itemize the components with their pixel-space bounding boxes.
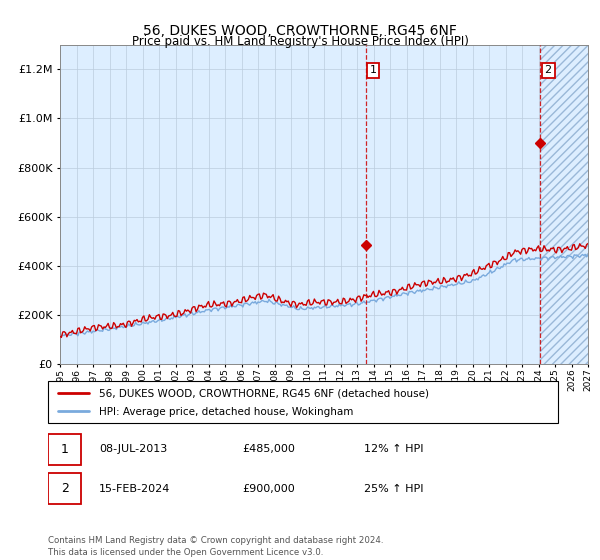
Text: 56, DUKES WOOD, CROWTHORNE, RG45 6NF: 56, DUKES WOOD, CROWTHORNE, RG45 6NF (143, 24, 457, 38)
Text: 2: 2 (545, 66, 552, 76)
Text: 2: 2 (61, 482, 68, 495)
Text: 12% ↑ HPI: 12% ↑ HPI (364, 445, 424, 454)
Text: 08-JUL-2013: 08-JUL-2013 (99, 445, 167, 454)
Text: 1: 1 (370, 66, 377, 76)
Text: 15-FEB-2024: 15-FEB-2024 (99, 484, 170, 493)
Bar (541, 45, 588, 364)
Text: Price paid vs. HM Land Registry's House Price Index (HPI): Price paid vs. HM Land Registry's House … (131, 35, 469, 49)
Text: £485,000: £485,000 (242, 445, 295, 454)
Bar (48, 473, 81, 504)
Text: 56, DUKES WOOD, CROWTHORNE, RG45 6NF (detached house): 56, DUKES WOOD, CROWTHORNE, RG45 6NF (de… (99, 389, 429, 398)
Text: 1: 1 (61, 443, 68, 456)
Text: HPI: Average price, detached house, Wokingham: HPI: Average price, detached house, Woki… (99, 407, 353, 417)
Text: 25% ↑ HPI: 25% ↑ HPI (364, 484, 424, 493)
Text: £900,000: £900,000 (242, 484, 295, 493)
Bar (48, 434, 81, 465)
Text: Contains HM Land Registry data © Crown copyright and database right 2024.
This d: Contains HM Land Registry data © Crown c… (48, 536, 383, 557)
